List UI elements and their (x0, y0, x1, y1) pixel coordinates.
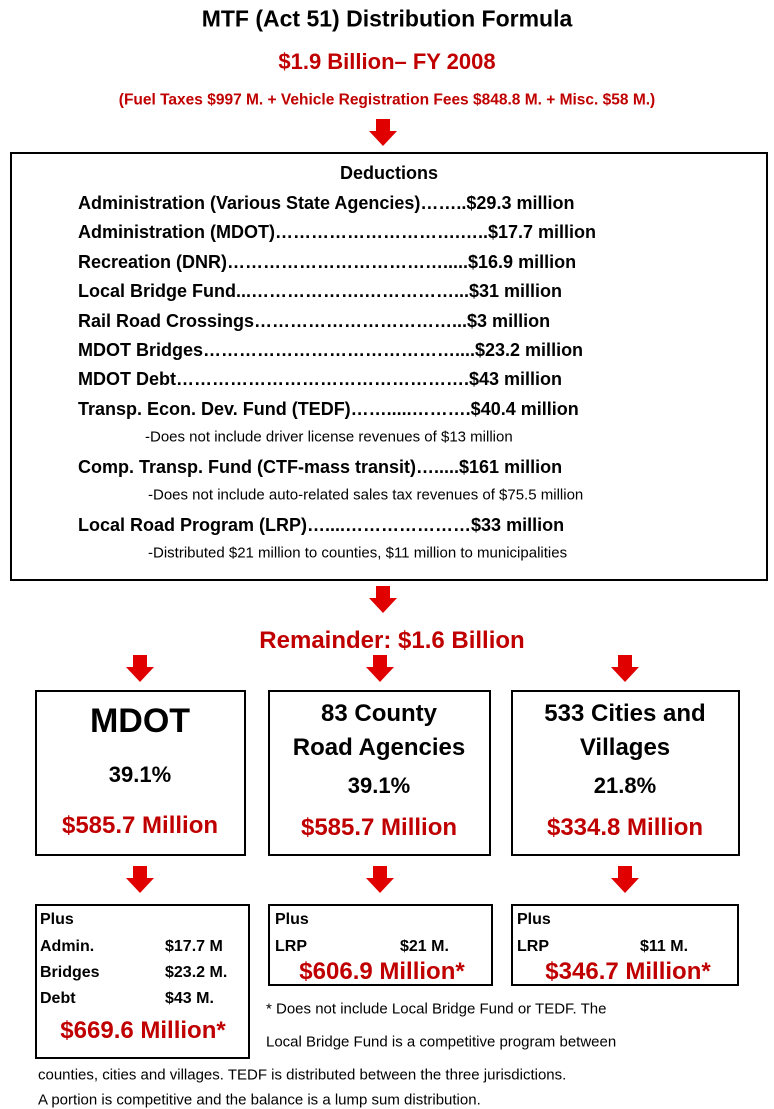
deduction-note: -Distributed $21 million to counties, $1… (148, 544, 568, 562)
recipient-name: 83 County (320, 700, 438, 727)
footnote: counties, cities and villages. TEDF is d… (38, 1066, 567, 1084)
recipient-name: 533 Cities and (544, 700, 706, 727)
plus-value: $17.7 M (165, 938, 223, 955)
deduction-item: Recreation (DNR)……………………………….....$16.9 m… (78, 251, 577, 272)
deduction-item: Rail Road Crossings……………………………...$3 mill… (78, 310, 551, 331)
plus-label: LRP (517, 938, 549, 955)
footnote: Local Bridge Fund is a competitive progr… (266, 1033, 617, 1051)
deduction-item: Administration (MDOT)………………………….…..$17.7… (78, 222, 597, 243)
deduction-item: MDOT Debt………………………………………….$43 million (78, 369, 563, 390)
deductions-box (10, 152, 768, 581)
recipient-box (268, 690, 491, 856)
plus-label: Admin. (40, 938, 95, 955)
title: MTF (Act 51) Distribution Formula (201, 5, 573, 32)
subtitle: $1.9 Billion– FY 2008 (278, 49, 496, 74)
recipient-name: MDOT (89, 702, 191, 740)
recipient-amount: $585.7 Million (61, 812, 219, 839)
arrow (366, 866, 394, 893)
recipient-name: Road Agencies (292, 734, 466, 761)
recipient-box (35, 690, 246, 856)
sources: (Fuel Taxes $997 M. + Vehicle Registrati… (118, 91, 656, 109)
arrow (126, 866, 154, 893)
plus-label: LRP (275, 938, 307, 955)
arrow (611, 866, 639, 893)
recipient-amount: $334.8 Million (546, 814, 704, 841)
plus-box (268, 904, 493, 986)
plus-total: $669.6 Million* (60, 1017, 226, 1044)
plus-value: $43 M. (165, 990, 214, 1007)
plus-value: $11 M. (640, 938, 689, 955)
deduction-item: Transp. Econ. Dev. Fund (TEDF)…….....………… (78, 398, 579, 419)
recipient-share: 39.1% (347, 773, 411, 798)
recipient-share: 21.8% (593, 773, 657, 798)
recipient-box (511, 690, 740, 856)
deduction-item: Local Road Program (LRP)…....…………………$33 … (78, 514, 565, 535)
arrow (611, 655, 639, 682)
deduction-item: Local Bridge Fund...……………….……………...$31 m… (78, 281, 563, 302)
deductions-heading: Deductions (339, 163, 439, 183)
plus-total: $346.7 Million* (545, 958, 711, 985)
footnote: A portion is competitive and the balance… (38, 1091, 481, 1109)
recipient-share: 39.1% (108, 762, 172, 787)
plus-value: $23.2 M. (165, 964, 228, 981)
deduction-note: -Does not include auto-related sales tax… (148, 486, 584, 504)
deduction-note: -Does not include driver license revenue… (145, 428, 513, 446)
remainder: Remainder: $1.6 Billion (259, 627, 525, 654)
recipient-name: Villages (579, 734, 671, 761)
plus-heading: Plus (275, 911, 309, 928)
plus-heading: Plus (40, 911, 74, 928)
arrow (126, 655, 154, 682)
arrow (369, 586, 397, 613)
footnote: * Does not include Local Bridge Fund or … (266, 1000, 607, 1018)
plus-total: $606.9 Million* (299, 958, 465, 985)
arrow (369, 119, 397, 146)
deduction-item: Comp. Transp. Fund (CTF-mass transit)…..… (78, 456, 563, 477)
deduction-item: MDOT Bridges……………………………………....$23.2 mill… (78, 340, 584, 360)
plus-heading: Plus (517, 911, 551, 928)
plus-label: Bridges (40, 964, 100, 981)
plus-box (511, 904, 739, 986)
recipient-amount: $585.7 Million (300, 814, 458, 841)
plus-value: $21 M. (400, 938, 449, 955)
plus-box (35, 904, 250, 1059)
deduction-item: Administration (Various State Agencies)…… (78, 193, 575, 213)
plus-label: Debt (40, 990, 76, 1007)
arrow (366, 655, 394, 682)
